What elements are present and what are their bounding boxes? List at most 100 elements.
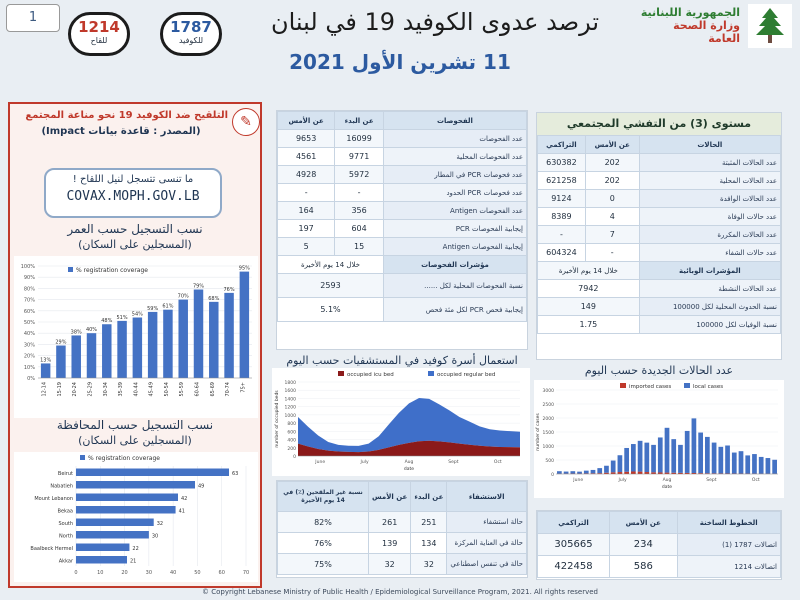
governorate-chart-legend-swatch	[80, 455, 85, 460]
community-row-daily: 4	[584, 207, 640, 226]
community-indicator-value: 149	[537, 297, 640, 316]
hotline-row-label: اتصالات 1787 (1)	[676, 533, 782, 556]
governorate-chart-xtick: 40	[170, 570, 176, 576]
cases-chart-local-bar	[678, 444, 683, 473]
hotline-row-daily: 586	[609, 555, 678, 578]
community-row-daily: 0	[584, 189, 640, 208]
community-indicators-label: المؤشرات الوبائية	[638, 261, 782, 280]
cases-chart-local-bar	[597, 468, 603, 474]
tests-row-daily: 9653	[276, 129, 336, 148]
age-chart-value-label: 70%	[178, 294, 189, 300]
age-chart-ytick: 50%	[24, 320, 35, 326]
hospital-chart-xtick: Aug	[405, 459, 414, 465]
page-title: ترصد عدوى الكوفيد 19 في لبنان	[270, 8, 600, 36]
governorate-chart-category-label: Beirut	[58, 471, 73, 477]
tests-indicators-label: مؤشرات الفحوصات	[382, 255, 528, 274]
hospital-row-since-start: 134	[410, 532, 448, 554]
community-row-daily: 202	[584, 153, 640, 172]
governorate-chart-value-label: 41	[179, 509, 185, 515]
age-chart-ytick: 90%	[24, 275, 35, 281]
vaccination-source: (المصدر : قاعدة بيانات Impact)	[41, 126, 201, 137]
hospital-chart-ytick: 1600	[285, 388, 297, 394]
cedar-logo-icon	[748, 4, 792, 48]
registration-url[interactable]: COVAX.MOPH.GOV.LB	[66, 189, 200, 204]
tests-row-daily: 4928	[276, 165, 336, 184]
cases-chart-local-bar	[610, 460, 616, 473]
age-chart-bar	[147, 311, 158, 378]
table-row: إيجابية الفحوصات Antigen 15 5	[276, 237, 528, 256]
tests-row-label: عدد الفحوصات المحلية	[382, 147, 528, 166]
table-row: حالة استشفاء 251 261 82%	[277, 511, 527, 533]
cases-chart-imported-bar	[711, 473, 717, 474]
age-chart-bar	[117, 320, 127, 378]
cases-chart-imported-bar	[691, 472, 697, 474]
hotlines-table: الخطوط الساخنة عن الأمس التراكمي اتصالات…	[536, 511, 782, 578]
tests-row-total: 5972	[334, 165, 384, 184]
cases-chart-ytick: 3000	[543, 388, 555, 394]
table-row: عدد الحالات الوافدة 0 9124	[537, 189, 782, 208]
hospital-row-since-start: 32	[410, 553, 448, 575]
cases-chart-local-bar	[577, 471, 582, 474]
community-row-cumulative: 630382	[537, 153, 586, 172]
governorate-chart-xtick: 20	[121, 570, 127, 576]
community-header-label: الحالات	[638, 135, 782, 154]
governorate-chart-bar	[76, 518, 154, 526]
governorate-chart-xtick: 0	[74, 570, 77, 576]
table-row: عدد فحوصات PCR في المطار 5972 4928	[276, 165, 528, 184]
syringe-icon: ✎	[232, 108, 260, 136]
governorate-chart-xtick: 50	[194, 570, 200, 576]
hospital-chart-xtick: Sept	[448, 459, 458, 465]
governorate-chart-value-label: 30	[152, 534, 158, 540]
cases-chart-local-bar	[705, 436, 710, 474]
age-chart-category-label: 65-69	[210, 382, 216, 397]
cases-chart-local-bar	[772, 459, 777, 474]
cases-chart-legend-label: imported cases	[629, 384, 671, 390]
age-chart-category-label: 70-74	[225, 382, 231, 397]
hospital-row-label: حالة في تنفس اصطناعي	[446, 553, 527, 575]
hospital-chart-legend-swatch	[338, 371, 344, 376]
governorate-chart-bar	[76, 493, 178, 501]
cases-chart-legend-label: local cases	[693, 384, 723, 390]
cases-chart-local-bar	[738, 451, 744, 474]
tests-indicator-label: نسبة الفحوصات المحلية لكل ......	[382, 273, 528, 298]
cases-chart-local-bar	[698, 432, 703, 474]
cases-chart-title: عدد الحالات الجديدة حسب اليوم	[584, 364, 734, 377]
cases-chart-local-bar	[637, 440, 643, 472]
cases-chart-local-bar	[557, 471, 562, 474]
cases-chart-local-bar	[570, 471, 576, 474]
tests-panel: الفحوصات عن البدء عن الأمس عدد الفحوصات 1…	[276, 110, 528, 350]
table-row: عدد الحالات النشطة 7942	[537, 279, 782, 298]
cases-chart-local-bar	[631, 444, 636, 472]
table-row: نسبة الفحوصات المحلية لكل ...... 2593	[277, 273, 528, 298]
age-chart-category-label: 12-14	[42, 382, 48, 397]
age-chart-ytick: 30%	[24, 342, 35, 348]
tests-row-daily: -	[276, 183, 336, 202]
age-chart-bar	[40, 363, 51, 378]
age-chart-value-label: 38%	[71, 329, 82, 335]
tests-indicator-label: إيجابية فحص PCR لكل مئة فحص	[382, 297, 528, 322]
age-chart-bar	[56, 345, 66, 378]
table-row: إيجابية فحص PCR لكل مئة فحص 5.1%	[277, 297, 528, 322]
age-chart-value-label: 79%	[193, 284, 204, 290]
age-chart-value-label: 29%	[55, 340, 66, 346]
age-chart-bar	[224, 292, 234, 378]
hospitalization-table: الاستشفاء عن البدء عن الأمس نسبة غير الم…	[277, 481, 527, 575]
hospital-row-yesterday: 139	[367, 532, 412, 554]
registration-banner[interactable]: ما تنسى تتسجل لنيل اللقاح ! COVAX.MOPH.G…	[44, 168, 222, 218]
age-chart-bar	[86, 333, 97, 378]
cases-chart-ytick: 0	[551, 472, 554, 478]
age-chart-ytick: 40%	[24, 331, 35, 337]
hotlines-panel: الخطوط الساخنة عن الأمس التراكمي اتصالات…	[536, 510, 782, 580]
cases-chart-local-bar	[617, 455, 623, 473]
tests-row-label: إيجابية الفحوصات Antigen	[382, 237, 528, 256]
governorate-chart-xtick: 70	[243, 570, 249, 576]
community-indicators-period: خلال 14 يوم الأخيرة	[537, 261, 640, 280]
table-row: اتصالات 1787 (1) 234 305665	[536, 533, 782, 556]
cases-chart-local-bar	[604, 465, 609, 473]
hospital-chart-icu-area	[298, 440, 520, 456]
hospital-header-yesterday: عن الأمس	[367, 481, 412, 512]
hospital-row-since-start: 251	[410, 511, 448, 533]
page-number: 1	[6, 4, 60, 32]
tests-row-label: عدد الفحوصات Antigen	[382, 201, 528, 220]
hospital-row-label: حالة استشفاء	[446, 511, 527, 533]
